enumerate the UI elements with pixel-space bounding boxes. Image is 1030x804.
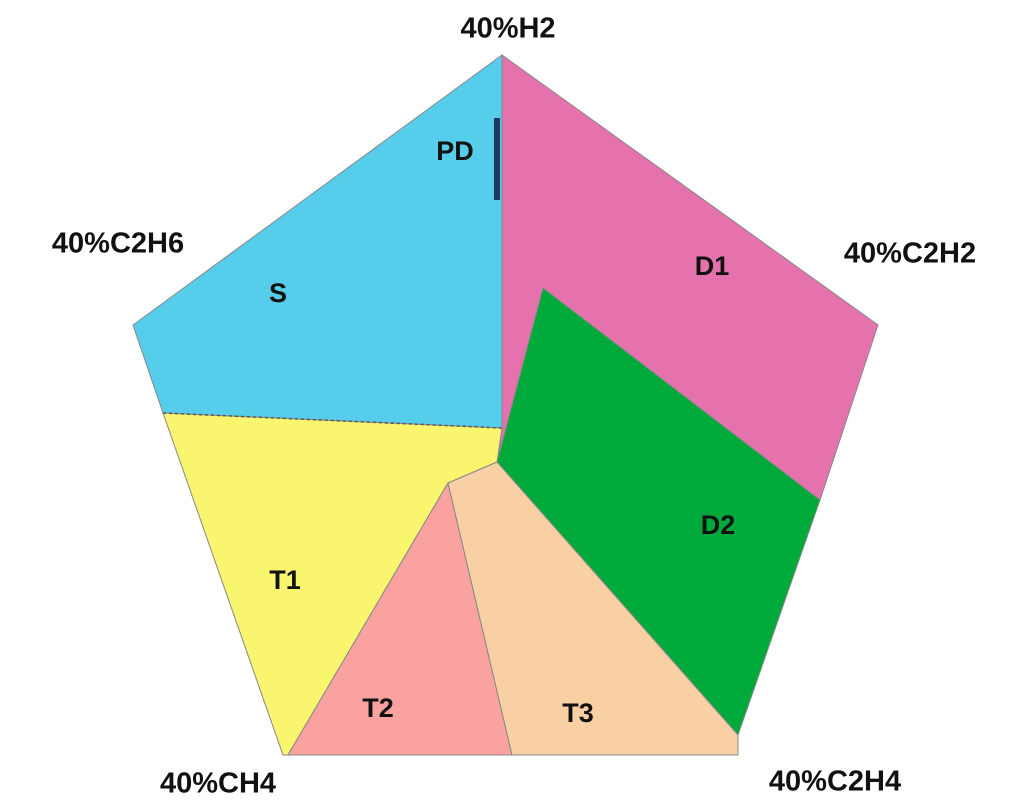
region-label: T3 [562,698,594,728]
region-label: S [269,278,287,308]
region-label: D1 [695,251,730,281]
region-s [132,54,503,429]
vertex-label: 40%CH4 [160,768,276,800]
region-label: D2 [701,510,736,540]
region-t3 [447,461,739,756]
region-label: T2 [362,693,394,723]
vertex-label: 40%C2H6 [52,228,184,260]
region-label: PD [436,136,474,166]
vertex-label: 40%C2H2 [844,238,976,270]
vertex-label: 40%C2H4 [769,766,901,798]
vertex-label: 40%H2 [460,13,555,45]
region-label: T1 [269,565,301,595]
s-t1-boundary [162,412,503,429]
